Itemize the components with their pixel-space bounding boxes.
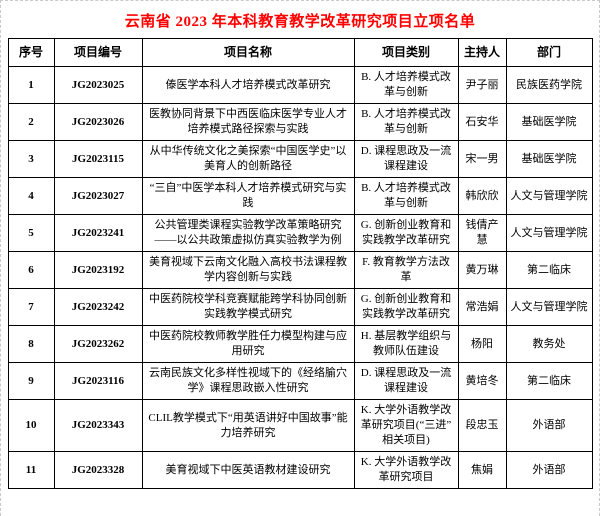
cell-department: 第二临床: [505, 251, 593, 289]
table-row: 2 JG2023026 医教协同背景下中西医临床医学专业人才培养模式路径探索与实践 B…: [7, 103, 593, 141]
cell-project-name: 公共管理类课程实验教学改革策略研究——以公共政策虚拟仿真实验教学为例: [141, 214, 355, 252]
cell-serial-number: 1: [7, 66, 55, 104]
cell-host: 尹子丽: [457, 66, 507, 104]
header-project-category: 项目类别: [353, 38, 459, 67]
cell-serial-number: 6: [7, 251, 55, 289]
cell-project-category: K. 大学外语教学改革研究项目: [353, 451, 459, 489]
cell-project-code: JG2023116: [53, 362, 143, 400]
cell-project-name: CLIL教学模式下“用英语讲好中国故事”能力培养研究: [141, 399, 355, 452]
cell-project-category: B. 人才培养模式改革与创新: [353, 66, 459, 104]
cell-department: 人文与管理学院: [505, 288, 593, 326]
cell-department: 基础医学院: [505, 103, 593, 141]
cell-project-name: “三自”中医学本科人才培养模式研究与实践: [141, 177, 355, 215]
header-department: 部门: [505, 38, 593, 67]
table-row: 8 JG2023262 中医药院校教师教学胜任力模型构建与应用研究 H. 基层教学组织…: [7, 325, 593, 363]
cell-project-code: JG2023026: [53, 103, 143, 141]
cell-project-name: 美育视域下云南文化融入高校书法课程教学内容创新与实践: [141, 251, 355, 289]
page-title: 云南省 2023 年本科教育教学改革研究项目立项名单: [124, 14, 476, 30]
cell-serial-number: 2: [7, 103, 55, 141]
cell-serial-number: 11: [7, 451, 55, 489]
table-row: 3 JG2023115 从中华传统文化之美探索“中国医学史”以美育人的创新路径 D. …: [7, 140, 593, 178]
cell-serial-number: 8: [7, 325, 55, 363]
cell-host: 杨阳: [457, 325, 507, 363]
table-row: 9 JG2023116 云南民族文化多样性视域下的《经络腧穴学》课程思政嵌入性研究 D…: [7, 362, 593, 400]
cell-department: 教务处: [505, 325, 593, 363]
cell-serial-number: 4: [7, 177, 55, 215]
cell-project-code: JG2023343: [53, 399, 143, 452]
header-project-code: 项目编号: [53, 38, 143, 67]
cell-project-name: 医教协同背景下中西医临床医学专业人才培养模式路径探索与实践: [141, 103, 355, 141]
cell-serial-number: 7: [7, 288, 55, 326]
header-project-name: 项目名称: [141, 38, 355, 67]
cell-project-category: B. 人才培养模式改革与创新: [353, 103, 459, 141]
table-row: 1 JG2023025 傣医学本科人才培养模式改革研究 B. 人才培养模式改革与创新尹…: [7, 66, 593, 104]
cell-project-code: JG2023328: [53, 451, 143, 489]
cell-project-code: JG2023262: [53, 325, 143, 363]
cell-project-category: B. 人才培养模式改革与创新: [353, 177, 459, 215]
cell-serial-number: 3: [7, 140, 55, 178]
cell-project-name: 从中华传统文化之美探索“中国医学史”以美育人的创新路径: [141, 140, 355, 178]
cell-serial-number: 9: [7, 362, 55, 400]
cell-project-category: D. 课程思政及一流课程建设: [353, 362, 459, 400]
cell-host: 常浩娟: [457, 288, 507, 326]
cell-host: 段忠玉: [457, 399, 507, 452]
cell-department: 人文与管理学院: [505, 177, 593, 215]
cell-serial-number: 5: [7, 214, 55, 252]
cell-project-category: K. 大学外语教学改革研究项目(“三进”相关项目): [353, 399, 459, 452]
cell-host: 钱倩产慧: [457, 214, 507, 252]
cell-project-name: 中医药院校教师教学胜任力模型构建与应用研究: [141, 325, 355, 363]
project-list-table: 序号 项目编号 项目名称 项目类别 主持人 部门 1 JG2023025 傣医学本科…: [7, 38, 593, 489]
cell-project-name: 云南民族文化多样性视域下的《经络腧穴学》课程思政嵌入性研究: [141, 362, 355, 400]
cell-department: 外语部: [505, 399, 593, 452]
cell-department: 人文与管理学院: [505, 214, 593, 252]
cell-project-code: JG2023025: [53, 66, 143, 104]
cell-serial-number: 10: [7, 399, 55, 452]
cell-project-category: G. 创新创业教育和实践教学改革研究: [353, 288, 459, 326]
cell-project-category: G. 创新创业教育和实践教学改革研究: [353, 214, 459, 252]
header-serial-number: 序号: [7, 38, 55, 67]
cell-host: 焦娟: [457, 451, 507, 489]
table-row: 10 JG2023343 CLIL教学模式下“用英语讲好中国故事”能力培养研究 K. …: [7, 399, 593, 452]
table-body: 1 JG2023025 傣医学本科人才培养模式改革研究 B. 人才培养模式改革与创新尹…: [7, 66, 593, 489]
table-row: 11 JG2023328 美育视域下中医英语教材建设研究 K. 大学外语教学改革研究项…: [7, 451, 593, 489]
cell-project-name: 中医药院校学科竞赛赋能跨学科协同创新实践教学模式研究: [141, 288, 355, 326]
cell-department: 第二临床: [505, 362, 593, 400]
cell-department: 民族医药学院: [505, 66, 593, 104]
cell-project-code: JG2023241: [53, 214, 143, 252]
header-host: 主持人: [457, 38, 507, 67]
cell-project-code: JG2023242: [53, 288, 143, 326]
cell-department: 基础医学院: [505, 140, 593, 178]
cell-project-category: H. 基层教学组织与教师队伍建设: [353, 325, 459, 363]
table-row: 6 JG2023192 美育视域下云南文化融入高校书法课程教学内容创新与实践 F. 教…: [7, 251, 593, 289]
cell-host: 韩欣欣: [457, 177, 507, 215]
table-header-row: 序号 项目编号 项目名称 项目类别 主持人 部门: [7, 38, 593, 67]
cell-project-code: JG2023192: [53, 251, 143, 289]
cell-project-code: JG2023027: [53, 177, 143, 215]
cell-project-name: 傣医学本科人才培养模式改革研究: [141, 66, 355, 104]
cell-project-category: F. 教育教学方法改革: [353, 251, 459, 289]
cell-host: 黄万琳: [457, 251, 507, 289]
cell-host: 宋一男: [457, 140, 507, 178]
cell-host: 石安华: [457, 103, 507, 141]
table-row: 5 JG2023241 公共管理类课程实验教学改革策略研究——以公共政策虚拟仿真实验…: [7, 214, 593, 252]
cell-project-name: 美育视域下中医英语教材建设研究: [141, 451, 355, 489]
table-row: 7 JG2023242 中医药院校学科竞赛赋能跨学科协同创新实践教学模式研究 G. 创…: [7, 288, 593, 326]
cell-department: 外语部: [505, 451, 593, 489]
cell-project-code: JG2023115: [53, 140, 143, 178]
table-row: 4 JG2023027 “三自”中医学本科人才培养模式研究与实践 B. 人才培养模式改…: [7, 177, 593, 215]
cell-project-category: D. 课程思政及一流课程建设: [353, 140, 459, 178]
cell-host: 黄培冬: [457, 362, 507, 400]
